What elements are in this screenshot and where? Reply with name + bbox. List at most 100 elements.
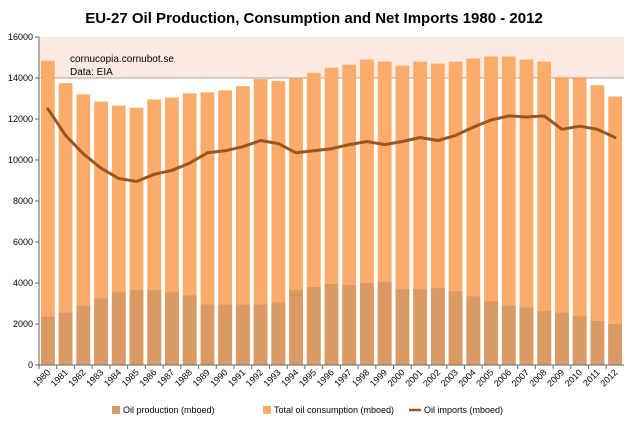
bar-production xyxy=(590,320,605,365)
bar-consumption xyxy=(235,86,250,365)
bar-consumption xyxy=(253,79,268,366)
bar-production xyxy=(572,315,587,365)
legend-label: Oil production (mboed) xyxy=(123,405,215,415)
bar-consumption xyxy=(555,76,569,365)
y-tick-label: 6000 xyxy=(13,237,33,247)
x-tick-label: 2011 xyxy=(581,367,602,388)
bar-production xyxy=(608,324,623,365)
y-tick-label: 14000 xyxy=(8,73,33,83)
bar-consumption xyxy=(572,76,587,365)
x-tick-label: 1990 xyxy=(208,367,229,388)
bar-production xyxy=(448,291,463,365)
legend-swatch xyxy=(112,406,120,414)
x-tick-label: 1997 xyxy=(332,367,353,388)
x-tick-label: 1986 xyxy=(137,367,158,388)
bar-production xyxy=(306,287,321,365)
data-annotation: Data: EIA xyxy=(70,67,113,78)
bar-production xyxy=(129,290,144,365)
bar-production xyxy=(466,296,481,365)
bar-production xyxy=(111,292,126,365)
bar-production xyxy=(342,285,357,365)
x-tick-label: 1985 xyxy=(120,367,141,388)
x-tick-label: 1983 xyxy=(84,367,105,388)
bar-production xyxy=(537,310,552,365)
bar-production xyxy=(76,305,91,365)
x-tick-label: 1996 xyxy=(315,367,336,388)
bar-production xyxy=(324,284,339,365)
bar-consumption xyxy=(590,85,605,366)
legend: Oil production (mboed) Total oil consumpt… xyxy=(112,405,503,415)
legend-label: Total oil consumption (mboed) xyxy=(274,405,394,415)
x-tick-label: 1993 xyxy=(261,367,282,388)
x-tick-label: 1998 xyxy=(350,367,371,388)
x-tick-label: 1991 xyxy=(226,367,247,388)
bar-consumption xyxy=(484,56,498,365)
x-axis: 1980198119821983198419851986198719881989… xyxy=(31,364,624,389)
y-tick-label: 16000 xyxy=(8,32,33,42)
bar-production xyxy=(94,298,108,365)
x-tick-label: 1984 xyxy=(102,367,123,388)
x-tick-label: 1992 xyxy=(244,367,265,388)
bar-production xyxy=(40,316,55,365)
x-tick-label: 2003 xyxy=(439,367,460,388)
bar-production xyxy=(253,304,268,365)
x-tick-label: 1989 xyxy=(191,367,212,388)
y-axis: 0 2000 4000 6000 8000 10000 12000 14000 16000 xyxy=(8,32,40,370)
source-annotation: cornucopia.cornubot.se xyxy=(70,54,174,65)
x-tick-label: 1995 xyxy=(297,367,318,388)
bar-production xyxy=(289,290,303,365)
x-tick-label: 2012 xyxy=(598,367,619,388)
x-tick-label: 2005 xyxy=(474,367,495,388)
x-tick-label: 1981 xyxy=(49,367,70,388)
bar-consumption xyxy=(218,90,233,366)
bar-production xyxy=(218,304,233,365)
bar-production xyxy=(555,312,569,365)
bar-production xyxy=(235,304,250,365)
bar-consumption xyxy=(40,60,55,365)
bar-consumption xyxy=(608,96,623,365)
bar-consumption xyxy=(76,94,91,366)
bar-consumption xyxy=(200,92,215,365)
bar-consumption xyxy=(519,59,534,366)
x-tick-label: 2006 xyxy=(492,367,513,388)
y-tick-label: 8000 xyxy=(13,196,33,206)
bar-production xyxy=(360,283,374,365)
plot-area xyxy=(39,37,624,366)
y-tick-label: 12000 xyxy=(8,114,33,124)
bar-production xyxy=(271,302,286,365)
bar-consumption xyxy=(271,81,286,365)
y-tick-label: 10000 xyxy=(8,155,33,165)
x-tick-label: 2009 xyxy=(545,367,566,388)
x-tick-label: 2008 xyxy=(527,367,548,388)
chart-title: EU-27 Oil Production, Consumption and Ne… xyxy=(85,10,543,27)
legend-label: Oil imports (mboed) xyxy=(424,405,503,415)
x-tick-label: 2000 xyxy=(386,367,407,388)
bar-consumption xyxy=(58,83,73,365)
x-tick-label: 2002 xyxy=(421,367,442,388)
bar-production xyxy=(147,290,162,365)
y-tick-label: 0 xyxy=(28,360,33,370)
bar-production xyxy=(377,281,392,365)
bar-production xyxy=(200,304,215,365)
bar-production xyxy=(165,292,179,365)
bar-production xyxy=(484,301,498,365)
x-tick-label: 1987 xyxy=(155,367,176,388)
y-tick-label: 2000 xyxy=(13,319,33,329)
x-tick-label: 2007 xyxy=(510,367,531,388)
x-tick-label: 1999 xyxy=(368,367,389,388)
x-tick-label: 2004 xyxy=(456,367,477,388)
x-tick-label: 1980 xyxy=(31,367,52,388)
bar-production xyxy=(519,307,534,365)
bar-production xyxy=(58,312,73,365)
line-imports xyxy=(46,107,617,183)
y-tick-label: 4000 xyxy=(13,278,33,288)
bar-consumption xyxy=(501,56,516,365)
bar-production xyxy=(395,289,410,365)
bar-production xyxy=(182,295,197,365)
bar-production xyxy=(413,289,428,365)
x-tick-label: 2010 xyxy=(563,367,584,388)
x-tick-label: 1982 xyxy=(66,367,87,388)
x-tick-label: 1994 xyxy=(279,367,300,388)
bar-production xyxy=(430,288,445,365)
